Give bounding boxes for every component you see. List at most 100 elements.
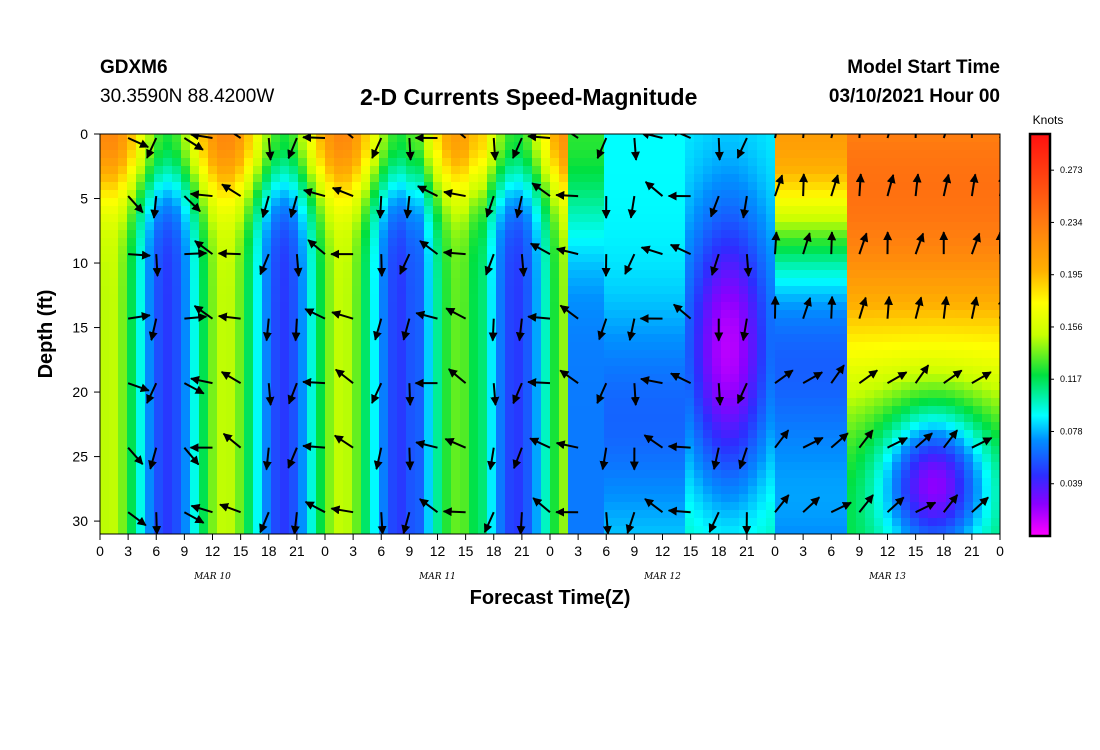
heatmap-cell	[694, 254, 704, 263]
heatmap-cell	[865, 446, 875, 455]
heatmap-cell	[847, 318, 857, 327]
heatmap-cell	[154, 406, 164, 415]
heatmap-cell	[442, 358, 452, 367]
heatmap-cell	[937, 342, 947, 351]
heatmap-cell	[172, 430, 182, 439]
heatmap-cell	[901, 526, 911, 534]
heatmap-cell	[685, 310, 695, 319]
heatmap-cell	[163, 382, 173, 391]
heatmap-cell	[550, 478, 560, 487]
heatmap-cell	[676, 414, 686, 423]
heatmap-cell	[478, 422, 488, 431]
heatmap-cell	[901, 334, 911, 343]
heatmap-cell	[118, 166, 128, 175]
heatmap-cell	[460, 414, 470, 423]
heatmap-cell	[721, 174, 731, 183]
heatmap-cell	[649, 382, 659, 391]
heatmap-cell	[658, 358, 668, 367]
heatmap-cell	[694, 526, 704, 534]
heatmap-cell	[226, 446, 236, 455]
heatmap-cell	[163, 366, 173, 375]
heatmap-cell	[991, 390, 1000, 399]
heatmap-cell	[145, 358, 155, 367]
heatmap-cell	[892, 366, 902, 375]
heatmap-cell	[586, 374, 596, 383]
heatmap-cell	[424, 262, 434, 271]
heatmap-cell	[991, 158, 1000, 167]
heatmap-cell	[937, 374, 947, 383]
heatmap-cell	[406, 270, 416, 279]
heatmap-cell	[217, 302, 227, 311]
heatmap-cell	[145, 310, 155, 319]
heatmap-cell	[469, 502, 479, 511]
heatmap-cell	[343, 526, 353, 534]
heatmap-cell	[910, 326, 920, 335]
heatmap-cell	[307, 166, 317, 175]
heatmap-cell	[109, 230, 119, 239]
heatmap-cell	[568, 334, 578, 343]
heatmap-cell	[253, 430, 263, 439]
heatmap-cell	[118, 190, 128, 199]
heatmap-cell	[640, 286, 650, 295]
heatmap-cell	[523, 366, 533, 375]
heatmap-cell	[415, 214, 425, 223]
heatmap-cell	[937, 438, 947, 447]
heatmap-cell	[559, 198, 569, 207]
heatmap-cell	[478, 198, 488, 207]
heatmap-cell	[226, 166, 236, 175]
heatmap-cell	[496, 134, 506, 143]
heatmap-cell	[955, 350, 965, 359]
heatmap-cell	[802, 286, 812, 295]
heatmap-cell	[784, 222, 794, 231]
heatmap-cell	[298, 430, 308, 439]
heatmap-cell	[703, 342, 713, 351]
heatmap-cell	[541, 462, 551, 471]
heatmap-cell	[289, 230, 299, 239]
heatmap-cell	[694, 454, 704, 463]
heatmap-cell	[793, 366, 803, 375]
heatmap-cell	[100, 262, 110, 271]
heatmap-cell	[982, 174, 992, 183]
heatmap-cell	[343, 326, 353, 335]
heatmap-cell	[901, 230, 911, 239]
heatmap-cell	[820, 214, 830, 223]
heatmap-cell	[514, 366, 524, 375]
heatmap-cell	[838, 414, 848, 423]
heatmap-cell	[460, 454, 470, 463]
heatmap-cell	[145, 134, 155, 143]
heatmap-cell	[928, 366, 938, 375]
heatmap-cell	[235, 518, 245, 527]
heatmap-cell	[172, 518, 182, 527]
heatmap-cell	[235, 166, 245, 175]
heatmap-cell	[190, 182, 200, 191]
heatmap-cell	[829, 246, 839, 255]
heatmap-cell	[577, 446, 587, 455]
heatmap-cell	[568, 494, 578, 503]
heatmap-cell	[874, 446, 884, 455]
heatmap-cell	[496, 150, 506, 159]
heatmap-cell	[568, 190, 578, 199]
heatmap-cell	[946, 214, 956, 223]
heatmap-cell	[595, 182, 605, 191]
heatmap-cell	[271, 246, 281, 255]
heatmap-cell	[442, 190, 452, 199]
heatmap-cell	[721, 334, 731, 343]
heatmap-cell	[118, 414, 128, 423]
heatmap-cell	[235, 286, 245, 295]
heatmap-cell	[226, 494, 236, 503]
heatmap-cell	[730, 398, 740, 407]
heatmap-cell	[721, 134, 731, 143]
heatmap-cell	[208, 222, 218, 231]
heatmap-cell	[946, 182, 956, 191]
heatmap-cell	[136, 254, 146, 263]
heatmap-cell	[127, 158, 137, 167]
heatmap-cell	[424, 526, 434, 534]
heatmap-cell	[766, 342, 776, 351]
heatmap-cell	[451, 142, 461, 151]
heatmap-cell	[172, 470, 182, 479]
heatmap-cell	[631, 286, 641, 295]
heatmap-cell	[775, 134, 785, 143]
heatmap-cell	[766, 374, 776, 383]
heatmap-cell	[460, 502, 470, 511]
heatmap-cell	[514, 350, 524, 359]
